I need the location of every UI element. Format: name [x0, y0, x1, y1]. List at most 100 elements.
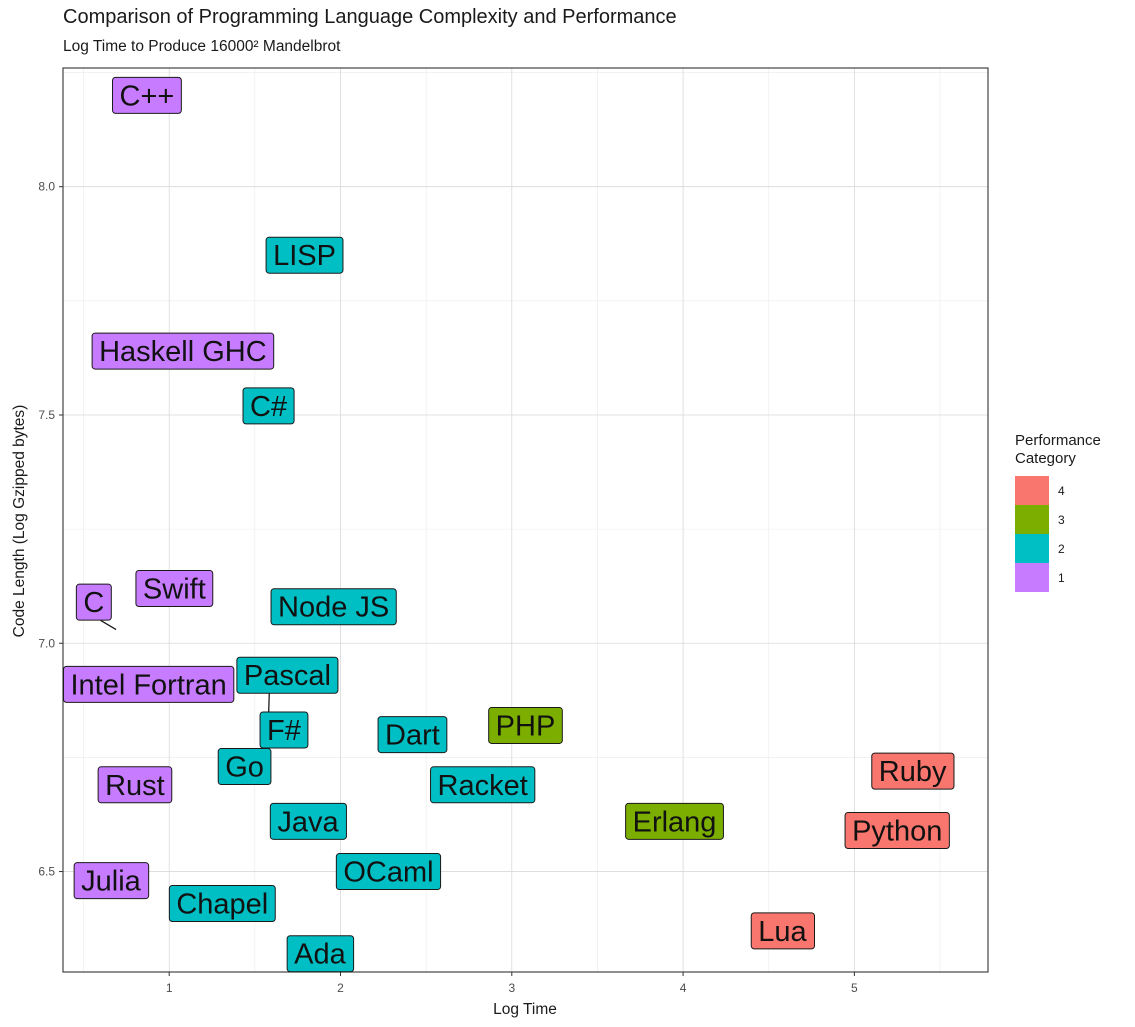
data-point-label: Go — [217, 748, 272, 786]
label-layer: C++ LISP Haskell GHC C# Swift C Node JS Pascal I… — [62, 76, 955, 973]
data-point-label: C++ — [112, 76, 182, 114]
data-point-label: C# — [242, 387, 295, 425]
label-box — [844, 811, 950, 849]
data-point-label: Ruby — [871, 752, 955, 790]
label-box — [62, 665, 235, 703]
label-text: C — [83, 587, 104, 619]
legend-title-line: Performance — [1015, 432, 1101, 449]
legend-entry: 2 — [1015, 534, 1130, 563]
label-box — [377, 716, 448, 754]
data-point-label: Swift — [135, 569, 214, 607]
data-point-label: Java — [269, 802, 347, 840]
label-box — [73, 862, 150, 900]
legend-label: 4 — [1058, 483, 1065, 498]
data-point-label: Julia — [73, 862, 150, 900]
x-tick-label: 3 — [508, 981, 515, 995]
label-text: Julia — [81, 866, 142, 898]
label-text: Go — [225, 752, 264, 784]
panel-border — [62, 67, 989, 973]
label-text: LISP — [273, 240, 336, 272]
x-axis-label: Log Time — [493, 1001, 557, 1018]
data-point-label: F# — [259, 711, 309, 749]
label-box — [625, 802, 724, 840]
label-box — [135, 569, 214, 607]
label-box — [270, 588, 397, 626]
label-box — [430, 766, 536, 804]
label-text: Lua — [758, 916, 807, 948]
label-box — [265, 236, 344, 274]
y-axis-label: Code Length (Log Gzipped bytes) — [11, 405, 28, 638]
label-box — [217, 748, 272, 786]
legend-swatch — [1015, 563, 1049, 592]
data-point-label: Intel Fortran — [62, 665, 235, 703]
legend: Performance Category 4 3 2 1 — [1015, 432, 1130, 592]
data-point-label: Haskell GHC — [91, 332, 275, 370]
label-text: Ada — [294, 939, 346, 971]
label-text: Dart — [385, 720, 440, 752]
data-point-label: OCaml — [335, 853, 442, 891]
label-box — [269, 802, 347, 840]
legend-label: 2 — [1058, 541, 1065, 556]
legend-entry: 1 — [1015, 563, 1130, 592]
label-text: Haskell GHC — [99, 336, 267, 368]
label-text: Pascal — [244, 660, 331, 692]
legend-swatch — [1015, 476, 1049, 505]
y-tick-label: 6.5 — [38, 865, 55, 879]
label-text: Python — [852, 815, 942, 847]
data-point-label: Python — [844, 811, 950, 849]
x-tick-label: 1 — [166, 981, 173, 995]
y-tick-label: 7.0 — [38, 636, 55, 650]
label-text: Node JS — [278, 592, 389, 624]
x-tick-label: 4 — [680, 981, 687, 995]
data-point-label: Lua — [750, 912, 816, 950]
label-box — [488, 706, 563, 744]
chart-subtitle: Log Time to Produce 16000² Mandelbrot — [63, 38, 341, 55]
legend-label: 3 — [1058, 512, 1065, 527]
data-point-label: Ada — [286, 935, 355, 973]
data-point-label: Rust — [97, 766, 173, 804]
label-text: Chapel — [176, 889, 268, 921]
label-text: Intel Fortran — [70, 669, 226, 701]
legend-entry: 4 — [1015, 476, 1130, 505]
data-point-label: C — [75, 583, 112, 621]
label-box — [259, 711, 309, 749]
data-point-label: Racket — [430, 766, 536, 804]
label-text: Ruby — [879, 756, 947, 788]
data-point-label: Erlang — [625, 802, 724, 840]
label-text: C++ — [120, 80, 175, 112]
legend-swatch — [1015, 505, 1049, 534]
label-text: Swift — [143, 573, 206, 605]
data-point-label: Node JS — [270, 588, 397, 626]
label-box — [97, 766, 173, 804]
data-point-label: Pascal — [236, 656, 339, 694]
legend-entry: 3 — [1015, 505, 1130, 534]
label-box — [871, 752, 955, 790]
label-text: PHP — [496, 710, 556, 742]
x-tick-label: 2 — [337, 981, 344, 995]
label-box — [168, 885, 276, 923]
legend-title-line: Category — [1015, 450, 1076, 467]
legend-label: 1 — [1058, 570, 1065, 585]
y-tick-label: 7.5 — [38, 408, 55, 422]
label-box — [112, 76, 182, 114]
x-tick-label: 5 — [851, 981, 858, 995]
label-text: Java — [277, 806, 339, 838]
label-connector — [100, 619, 117, 631]
label-box — [750, 912, 816, 950]
legend-items: 4 3 2 1 — [1015, 476, 1130, 592]
data-point-label: LISP — [265, 236, 344, 274]
label-text: C# — [250, 391, 287, 423]
data-point-label: Dart — [377, 716, 448, 754]
legend-title: Performance Category — [1015, 432, 1130, 468]
label-box — [242, 387, 295, 425]
chart-title: Comparison of Programming Language Compl… — [63, 6, 677, 28]
legend-swatch — [1015, 534, 1049, 563]
label-box — [286, 935, 355, 973]
y-tick-label: 8.0 — [38, 180, 55, 194]
grid-layer — [63, 68, 988, 972]
data-point-label: PHP — [488, 706, 563, 744]
label-text: Rust — [105, 770, 165, 802]
label-box — [91, 332, 275, 370]
label-text: F# — [267, 715, 301, 747]
